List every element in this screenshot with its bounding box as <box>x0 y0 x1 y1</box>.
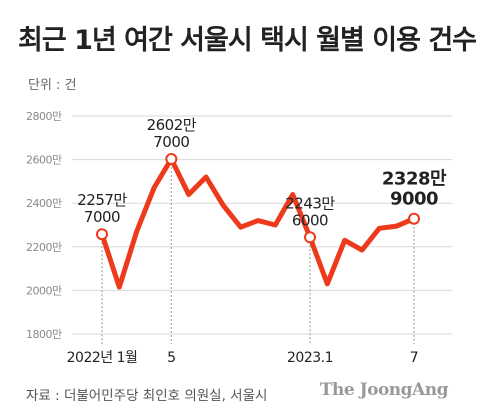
data-label-remainder: 6000 <box>292 211 328 229</box>
grid-layer: 1800만 2000만 2200만 2400만 2600만 2800만 <box>26 110 452 341</box>
y-tick-label: 2200만 <box>26 241 62 254</box>
data-label-remainder: 7000 <box>84 208 120 226</box>
data-point-marker <box>165 153 178 166</box>
x-tick-label: 7 <box>410 350 418 366</box>
x-tick-label: 2022년 1월 <box>67 350 138 366</box>
line-layer <box>99 156 417 290</box>
x-axis-ticks: 2022년 1월 5 2023.1 7 <box>67 350 419 366</box>
data-point-marker <box>96 228 108 241</box>
y-tick-label: 2600만 <box>26 154 62 167</box>
series-line <box>99 156 417 290</box>
data-label-amount: 2243만 <box>285 194 335 212</box>
unit-label: 단위 : 건 <box>28 78 77 93</box>
data-label-amount: 2602만 <box>147 116 197 134</box>
guide-layer <box>101 159 415 344</box>
data-point-marker <box>408 212 420 225</box>
y-tick-label: 2400만 <box>26 197 62 210</box>
data-label-remainder: 7000 <box>153 133 189 151</box>
x-tick-label: 2023.1 <box>287 350 333 366</box>
data-label-amount: 2328만 <box>382 169 447 190</box>
chart-title: 최근 1년 여간 서울시 택시 월별 이용 건수 <box>18 25 477 56</box>
x-tick-label: 5 <box>167 350 175 366</box>
marker-layer <box>96 153 420 244</box>
source-note: 자료 : 더불어민주당 최인호 의원실, 서울시 <box>26 388 268 404</box>
publisher-logo: The JoongAng <box>319 380 449 400</box>
data-point-marker <box>304 231 316 244</box>
data-label-remainder: 9000 <box>390 189 438 210</box>
y-tick-label: 2800만 <box>26 110 62 123</box>
data-label-amount: 2257만 <box>77 191 127 209</box>
y-tick-label: 2000만 <box>26 284 62 297</box>
y-tick-label: 1800만 <box>26 328 62 341</box>
